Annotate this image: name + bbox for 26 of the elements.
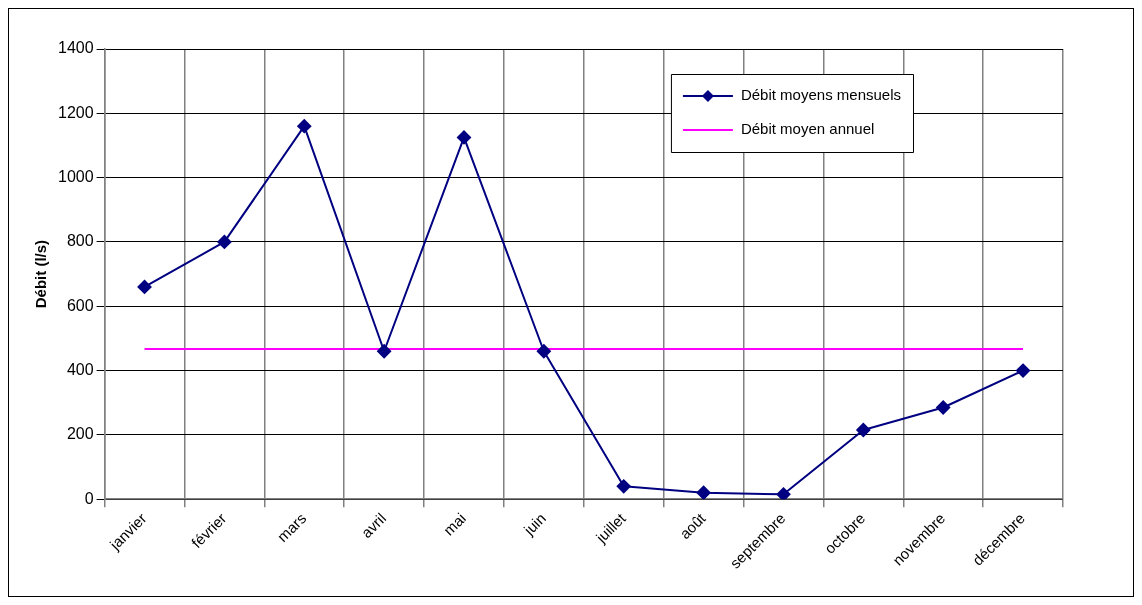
y-tick-label: 1000 [58, 168, 94, 186]
point [616, 479, 631, 494]
point [137, 279, 152, 294]
y-tick-label: 1400 [58, 39, 94, 57]
point [776, 487, 791, 500]
point [856, 423, 871, 438]
point [536, 344, 551, 359]
point [936, 400, 951, 415]
y-tick-label: 0 [84, 489, 94, 507]
point [297, 119, 312, 134]
point [696, 485, 711, 500]
x-tick-label: août [675, 508, 710, 543]
x-tick-label: mai [439, 509, 470, 539]
y-tick-label: 200 [66, 425, 94, 443]
legend-label: Débit moyens mensuels [740, 86, 902, 104]
y-tick-label: 800 [66, 232, 94, 250]
legend-label: Débit moyen annuel [740, 120, 875, 138]
y-tick-label: 600 [66, 296, 94, 314]
point [217, 234, 232, 249]
point [457, 130, 471, 145]
point [1016, 363, 1031, 378]
y-tick-label: 1200 [58, 103, 94, 121]
x-tick-label: juin [519, 509, 549, 539]
y-tick-label: 400 [66, 360, 94, 378]
point [377, 344, 392, 359]
y-axis-title: Débit (l/s) [32, 239, 50, 309]
